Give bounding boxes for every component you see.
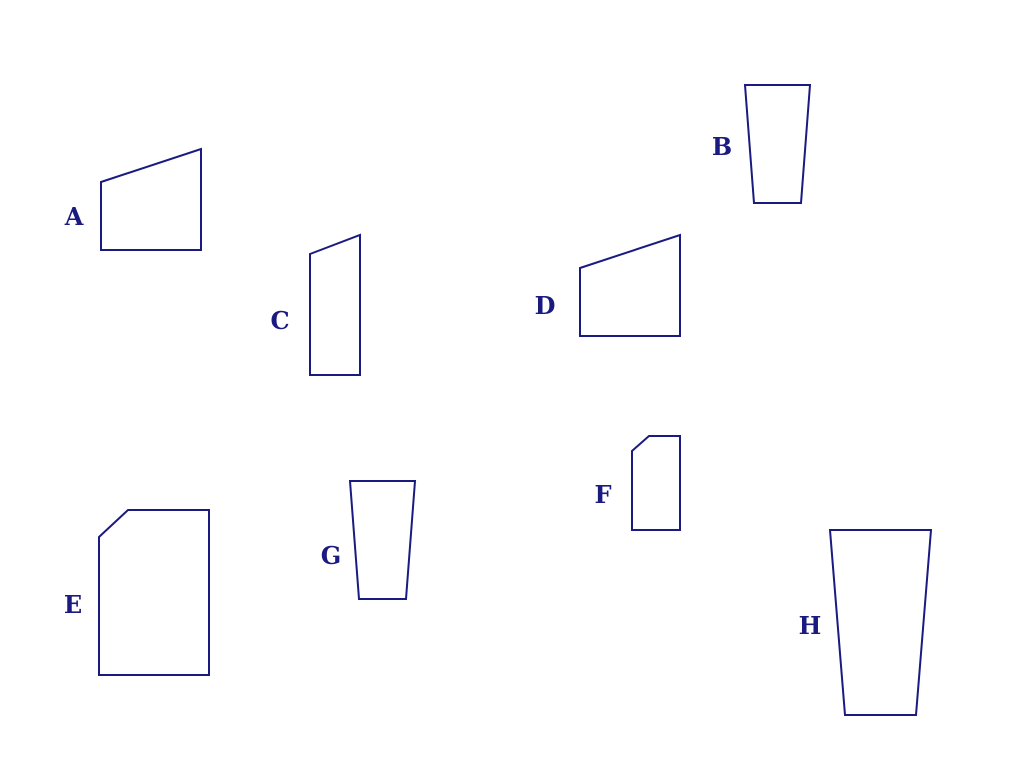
shape-g: G [321,480,417,600]
shape-b-outline [743,84,812,204]
shape-a-outline [100,147,202,251]
shape-d-outline [579,233,681,337]
shape-h-outline [828,529,933,716]
shape-f-label: F [594,480,611,509]
shape-c-outline [309,233,361,376]
shape-b: B [712,84,812,204]
shape-f: F [594,435,681,531]
shape-d-label: D [535,291,556,320]
shape-e-label: E [64,590,82,619]
shape-b-label: B [712,132,732,161]
shape-h: H [799,529,933,716]
shape-d: D [535,233,681,337]
shape-a: A [64,147,202,251]
shape-g-label: G [321,541,342,570]
shape-g-outline [348,480,417,600]
shape-c: C [270,233,361,376]
shape-e: E [64,509,210,676]
shape-e-outline [98,509,210,676]
shape-h-label: H [799,611,822,640]
shape-a-label: A [64,202,84,231]
shape-f-outline [631,435,681,531]
shape-c-label: C [270,306,289,335]
